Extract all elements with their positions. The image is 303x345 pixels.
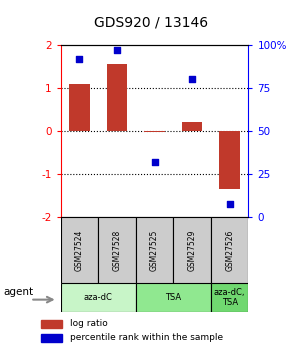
Bar [136,217,173,283]
Bar [182,122,202,131]
Text: GSM27528: GSM27528 [112,229,122,271]
Text: GSM27524: GSM27524 [75,229,84,271]
Point [115,47,119,53]
Text: agent: agent [3,287,33,297]
Bar [61,283,136,312]
Text: GDS920 / 13146: GDS920 / 13146 [95,16,208,30]
Bar [61,217,98,283]
Bar [69,84,90,131]
Bar [41,320,62,328]
Text: percentile rank within the sample: percentile rank within the sample [70,333,223,342]
Bar [107,64,127,131]
Text: GSM27525: GSM27525 [150,229,159,271]
Text: log ratio: log ratio [70,319,108,328]
Bar [173,217,211,283]
Point [152,159,157,165]
Point [190,77,195,82]
Point [227,201,232,206]
Text: GSM27529: GSM27529 [188,229,197,271]
Bar [211,283,248,312]
Bar [219,131,240,189]
Point [77,56,82,61]
Text: aza-dC: aza-dC [84,293,113,302]
Bar [41,334,62,342]
Bar [211,217,248,283]
Bar [136,283,211,312]
Bar [144,131,165,132]
Bar [98,217,136,283]
Text: GSM27526: GSM27526 [225,229,234,271]
Text: aza-dC,
TSA: aza-dC, TSA [214,288,245,307]
Text: TSA: TSA [165,293,181,302]
